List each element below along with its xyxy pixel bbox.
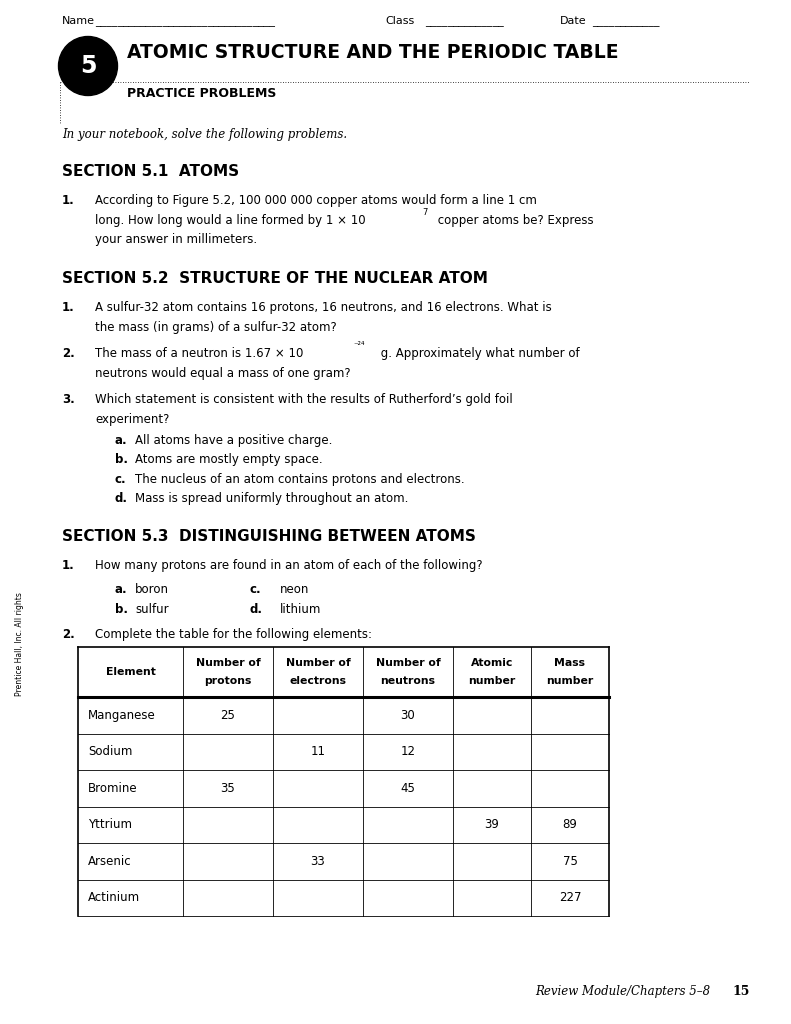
- Text: 5: 5: [80, 54, 97, 78]
- Text: long. How long would a line formed by 1 × 10: long. How long would a line formed by 1 …: [95, 213, 365, 226]
- Text: a.: a.: [115, 583, 127, 596]
- Text: Complete the table for the following elements:: Complete the table for the following ele…: [95, 628, 372, 640]
- Text: 227: 227: [558, 891, 581, 904]
- Text: All atoms have a positive charge.: All atoms have a positive charge.: [135, 433, 332, 446]
- Text: 30: 30: [400, 709, 415, 722]
- Text: SECTION 5.2  STRUCTURE OF THE NUCLEAR ATOM: SECTION 5.2 STRUCTURE OF THE NUCLEAR ATO…: [62, 271, 488, 286]
- Text: ATOMIC STRUCTURE AND THE PERIODIC TABLE: ATOMIC STRUCTURE AND THE PERIODIC TABLE: [127, 43, 619, 62]
- Text: 45: 45: [400, 781, 415, 795]
- Text: 75: 75: [562, 855, 577, 867]
- Text: electrons: electrons: [290, 676, 346, 686]
- Text: Manganese: Manganese: [88, 709, 156, 722]
- Text: c.: c.: [250, 583, 262, 596]
- Text: 7: 7: [422, 208, 427, 216]
- Text: d.: d.: [115, 492, 128, 505]
- Text: your answer in millimeters.: your answer in millimeters.: [95, 233, 257, 246]
- Text: 11: 11: [311, 745, 326, 758]
- Text: copper atoms be? Express: copper atoms be? Express: [434, 213, 593, 226]
- Text: protons: protons: [204, 676, 252, 686]
- Text: sulfur: sulfur: [135, 603, 168, 616]
- Text: Review Module/Chapters 5–8: Review Module/Chapters 5–8: [536, 985, 718, 998]
- Text: Name: Name: [62, 16, 95, 26]
- Text: Atoms are mostly empty space.: Atoms are mostly empty space.: [135, 453, 323, 466]
- Text: Element: Element: [105, 667, 156, 677]
- Text: Mass is spread uniformly throughout an atom.: Mass is spread uniformly throughout an a…: [135, 492, 408, 505]
- Text: SECTION 5.3  DISTINGUISHING BETWEEN ATOMS: SECTION 5.3 DISTINGUISHING BETWEEN ATOMS: [62, 528, 476, 544]
- Text: neutrons would equal a mass of one gram?: neutrons would equal a mass of one gram?: [95, 367, 350, 380]
- Text: 1.: 1.: [62, 558, 75, 571]
- Text: Mass: Mass: [554, 658, 585, 668]
- Text: Date: Date: [560, 16, 587, 26]
- Text: The nucleus of an atom contains protons and electrons.: The nucleus of an atom contains protons …: [135, 472, 464, 485]
- Text: lithium: lithium: [280, 603, 321, 616]
- Text: SECTION 5.1  ATOMS: SECTION 5.1 ATOMS: [62, 164, 239, 179]
- Text: 15: 15: [732, 985, 750, 998]
- Text: a.: a.: [115, 433, 127, 446]
- Text: 1.: 1.: [62, 301, 75, 314]
- Text: 25: 25: [221, 709, 236, 722]
- Text: 2.: 2.: [62, 347, 75, 360]
- Text: number: number: [468, 676, 516, 686]
- Text: In your notebook, solve the following problems.: In your notebook, solve the following pr…: [62, 128, 347, 141]
- Text: c.: c.: [115, 472, 127, 485]
- Text: Number of: Number of: [195, 658, 260, 668]
- Text: d.: d.: [250, 603, 263, 616]
- Text: Atomic: Atomic: [471, 658, 513, 668]
- Text: According to Figure 5.2, 100 000 000 copper atoms would form a line 1 cm: According to Figure 5.2, 100 000 000 cop…: [95, 194, 537, 207]
- Text: neutrons: neutrons: [380, 676, 436, 686]
- Text: Arsenic: Arsenic: [88, 855, 131, 867]
- Text: The mass of a neutron is 1.67 × 10: The mass of a neutron is 1.67 × 10: [95, 347, 304, 360]
- Text: 89: 89: [562, 818, 577, 831]
- Text: ____________: ____________: [592, 17, 660, 27]
- Text: Bromine: Bromine: [88, 781, 138, 795]
- Text: neon: neon: [280, 583, 309, 596]
- Text: g. Approximately what number of: g. Approximately what number of: [377, 347, 580, 360]
- Text: 2.: 2.: [62, 628, 75, 640]
- Text: A sulfur-32 atom contains 16 protons, 16 neutrons, and 16 electrons. What is: A sulfur-32 atom contains 16 protons, 16…: [95, 301, 552, 314]
- Text: 33: 33: [311, 855, 325, 867]
- Text: boron: boron: [135, 583, 169, 596]
- Text: Class: Class: [385, 16, 414, 26]
- Text: Number of: Number of: [286, 658, 350, 668]
- Text: PRACTICE PROBLEMS: PRACTICE PROBLEMS: [127, 87, 276, 100]
- Text: ________________________________: ________________________________: [95, 17, 275, 27]
- Text: Which statement is consistent with the results of Rutherford’s gold foil: Which statement is consistent with the r…: [95, 393, 513, 406]
- Text: Sodium: Sodium: [88, 745, 132, 758]
- Text: the mass (in grams) of a sulfur-32 atom?: the mass (in grams) of a sulfur-32 atom?: [95, 321, 337, 334]
- Text: Prentice Hall, Inc. All rights: Prentice Hall, Inc. All rights: [16, 592, 25, 696]
- Text: 1.: 1.: [62, 194, 75, 207]
- Text: number: number: [547, 676, 593, 686]
- Text: 39: 39: [485, 818, 499, 831]
- Text: Actinium: Actinium: [88, 891, 140, 904]
- Text: b.: b.: [115, 453, 128, 466]
- Text: ⁻²⁴: ⁻²⁴: [353, 341, 365, 350]
- Text: 35: 35: [221, 781, 236, 795]
- Circle shape: [59, 37, 118, 95]
- Text: 3.: 3.: [62, 393, 75, 406]
- Text: b.: b.: [115, 603, 128, 616]
- Text: Number of: Number of: [376, 658, 441, 668]
- Text: experiment?: experiment?: [95, 413, 169, 426]
- Text: Yttrium: Yttrium: [88, 818, 132, 831]
- Text: ______________: ______________: [425, 17, 504, 27]
- Text: 12: 12: [400, 745, 415, 758]
- Text: How many protons are found in an atom of each of the following?: How many protons are found in an atom of…: [95, 558, 483, 571]
